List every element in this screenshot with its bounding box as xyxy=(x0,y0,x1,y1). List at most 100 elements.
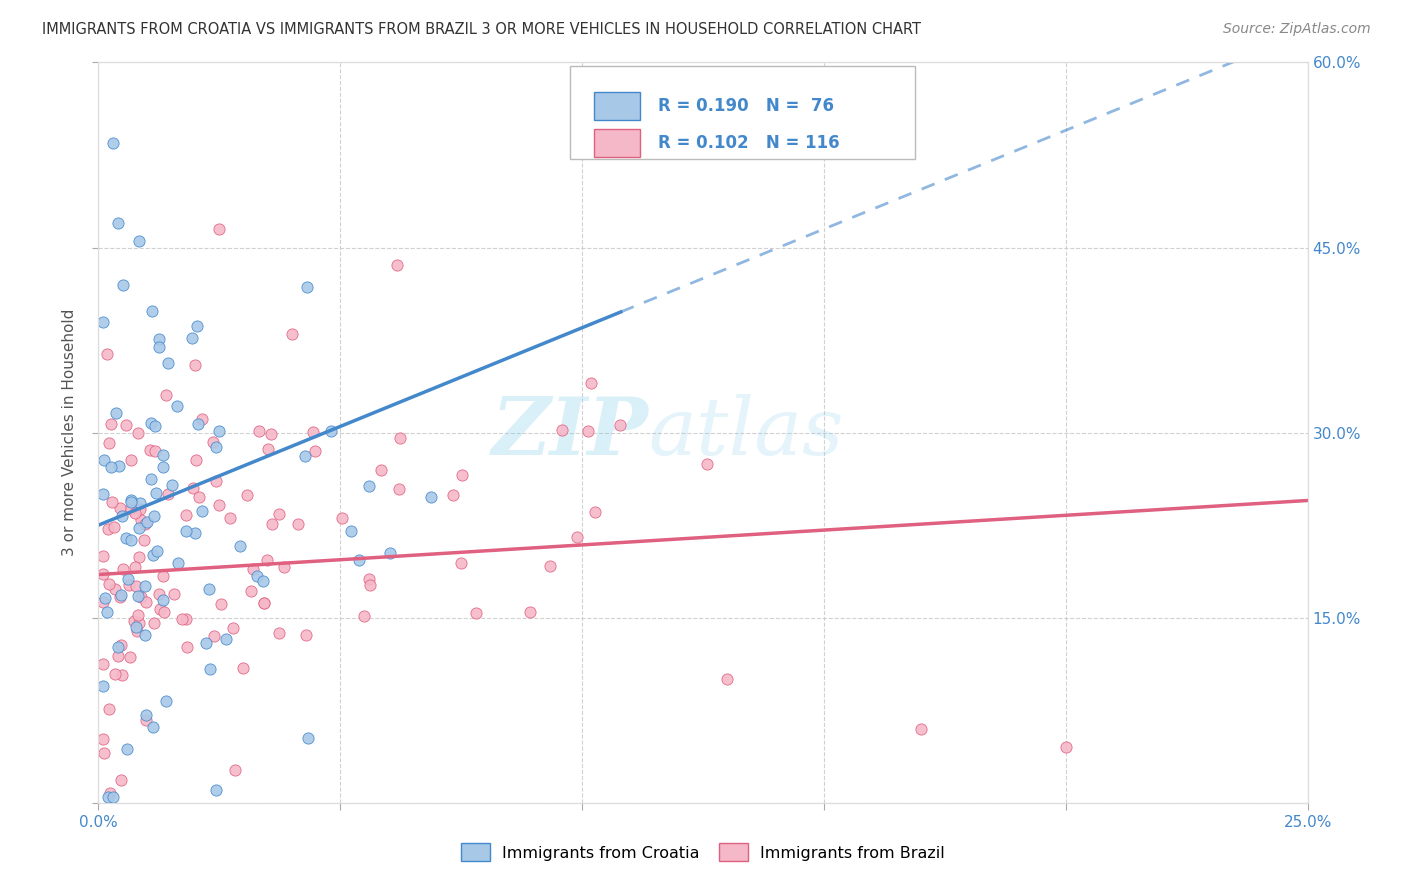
Point xyxy=(91,657,114,671)
Point xyxy=(135,595,157,609)
Point xyxy=(139,417,162,431)
Point xyxy=(118,650,141,665)
Point xyxy=(107,648,129,663)
Text: ZIP: ZIP xyxy=(492,394,648,471)
Point xyxy=(111,668,134,682)
Point xyxy=(156,487,179,501)
Point xyxy=(297,731,319,745)
Point xyxy=(295,627,318,641)
Point xyxy=(128,501,150,516)
Point xyxy=(120,493,142,508)
Point xyxy=(287,516,309,531)
Point xyxy=(110,638,132,652)
Point xyxy=(155,388,177,402)
Point xyxy=(91,732,114,747)
Point xyxy=(104,582,127,597)
Point xyxy=(215,632,238,646)
Point xyxy=(143,615,166,630)
Point xyxy=(579,376,602,390)
Point xyxy=(388,431,411,445)
Point xyxy=(117,572,139,586)
Point xyxy=(135,515,157,529)
Point xyxy=(260,516,283,531)
Point xyxy=(200,662,222,676)
Point xyxy=(91,315,114,329)
Point xyxy=(370,463,392,477)
Point xyxy=(108,500,131,515)
Point xyxy=(696,457,718,471)
FancyBboxPatch shape xyxy=(595,92,640,120)
Point xyxy=(148,332,170,346)
Point xyxy=(125,624,148,639)
Point xyxy=(191,504,214,518)
Point xyxy=(419,491,441,505)
Point xyxy=(124,559,146,574)
Point xyxy=(103,520,125,534)
Point xyxy=(385,258,408,272)
Point xyxy=(269,508,291,522)
Point xyxy=(97,701,120,715)
Point xyxy=(205,783,228,797)
Point xyxy=(111,277,134,292)
Point xyxy=(120,533,142,547)
Point xyxy=(224,763,246,777)
Point xyxy=(253,596,276,610)
Point xyxy=(145,485,167,500)
Point xyxy=(104,405,127,419)
Point xyxy=(242,562,264,576)
Point xyxy=(127,426,149,441)
Point xyxy=(349,552,371,566)
Point xyxy=(205,441,228,455)
Point xyxy=(143,418,166,433)
Point xyxy=(302,425,325,440)
Y-axis label: 3 or more Vehicles in Household: 3 or more Vehicles in Household xyxy=(62,309,77,557)
Point xyxy=(143,444,166,458)
Point xyxy=(127,589,149,603)
Point xyxy=(267,626,290,640)
Point xyxy=(340,524,363,538)
Point xyxy=(125,620,148,634)
Point xyxy=(519,605,541,619)
Point xyxy=(91,679,114,693)
Point xyxy=(229,539,252,553)
Point xyxy=(256,553,278,567)
Point xyxy=(186,318,208,333)
Point xyxy=(153,605,176,619)
Point xyxy=(170,612,193,626)
Point xyxy=(155,694,177,708)
Point xyxy=(101,495,124,509)
Point xyxy=(163,587,186,601)
Point xyxy=(152,592,174,607)
Point xyxy=(247,424,270,438)
Point xyxy=(128,521,150,535)
Point xyxy=(208,425,231,439)
Point xyxy=(127,607,149,622)
Point xyxy=(152,459,174,474)
Point xyxy=(91,595,114,609)
Point xyxy=(359,577,381,591)
Point xyxy=(190,411,212,425)
Point xyxy=(100,459,122,474)
Point xyxy=(174,612,197,626)
Point xyxy=(101,789,124,804)
Point xyxy=(125,579,148,593)
Point xyxy=(118,577,141,591)
Point xyxy=(100,417,122,432)
Point xyxy=(297,280,319,294)
Point xyxy=(91,567,114,582)
Point xyxy=(222,621,245,635)
Point xyxy=(380,546,402,560)
Point xyxy=(128,615,150,630)
Point xyxy=(114,532,136,546)
Point xyxy=(142,548,165,562)
Point xyxy=(550,424,572,438)
Point xyxy=(152,569,174,583)
Point xyxy=(156,356,179,370)
FancyBboxPatch shape xyxy=(569,66,915,159)
Point xyxy=(98,436,121,450)
Point xyxy=(236,488,259,502)
Point xyxy=(132,533,155,547)
Point xyxy=(115,418,138,433)
Point xyxy=(129,590,152,604)
Text: R = 0.102   N = 116: R = 0.102 N = 116 xyxy=(658,134,839,152)
